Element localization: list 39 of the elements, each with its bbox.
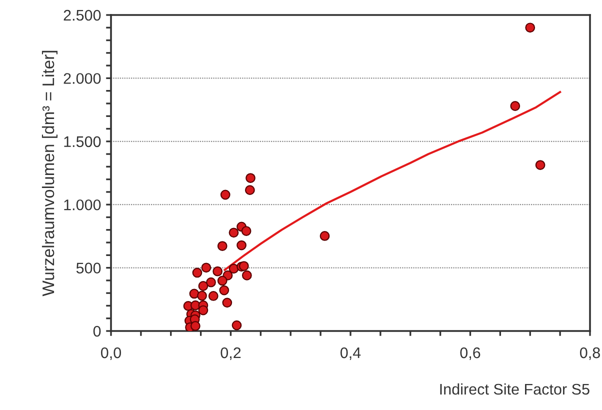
point	[192, 268, 202, 278]
point	[525, 22, 536, 33]
y-tick-label: 1.000	[64, 199, 101, 210]
point	[208, 291, 218, 301]
point	[212, 266, 223, 276]
point	[232, 320, 242, 330]
x-tick-label: 0,2	[220, 347, 241, 360]
y-axis-title: Wurzelraumvolumen [dm³ = Liter]	[42, 50, 58, 296]
point	[238, 261, 249, 271]
point	[320, 231, 330, 241]
x-tick-label: 0,0	[100, 347, 122, 360]
point	[246, 173, 256, 184]
point	[244, 185, 255, 196]
point	[197, 290, 207, 301]
y-tick-label: 1.500	[64, 136, 101, 148]
x-axis-title: Indirect Site Factor S5	[440, 383, 590, 395]
point	[242, 270, 252, 280]
x-tick-label: 0,6	[460, 347, 480, 360]
x-tick-label: 0,8	[580, 347, 600, 360]
y-tick-label: 2.500	[64, 10, 101, 21]
point	[220, 190, 230, 200]
point	[190, 320, 200, 331]
point	[206, 277, 216, 288]
point	[535, 160, 546, 170]
point	[236, 240, 246, 250]
y-tick-label: 2.000	[64, 73, 101, 84]
point	[219, 285, 230, 296]
point	[198, 305, 208, 316]
y-tick-label: 500	[76, 262, 101, 274]
point	[510, 101, 520, 111]
point	[201, 262, 212, 273]
point	[241, 226, 252, 236]
point	[222, 298, 232, 308]
x-tick-label: 0,4	[340, 347, 361, 360]
point	[228, 228, 239, 238]
point	[217, 276, 228, 286]
point	[217, 241, 228, 252]
y-tick-label: 0	[93, 326, 101, 337]
point	[198, 281, 208, 291]
